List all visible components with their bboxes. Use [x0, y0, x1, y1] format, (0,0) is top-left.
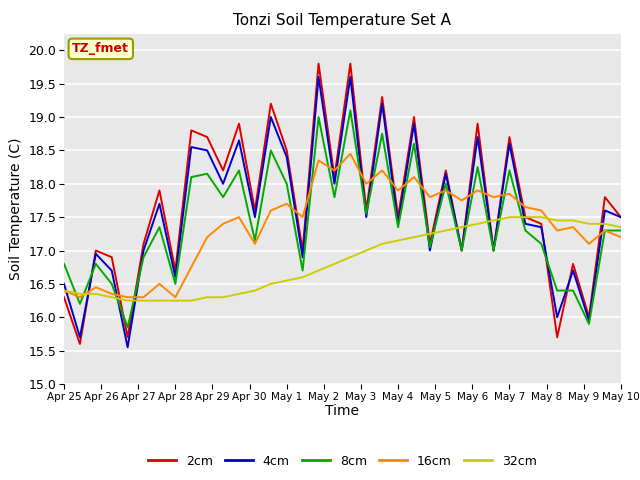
Text: TZ_fmet: TZ_fmet [72, 42, 129, 55]
Y-axis label: Soil Temperature (C): Soil Temperature (C) [9, 138, 23, 280]
Title: Tonzi Soil Temperature Set A: Tonzi Soil Temperature Set A [234, 13, 451, 28]
X-axis label: Time: Time [325, 405, 360, 419]
Legend: 2cm, 4cm, 8cm, 16cm, 32cm: 2cm, 4cm, 8cm, 16cm, 32cm [143, 450, 541, 473]
